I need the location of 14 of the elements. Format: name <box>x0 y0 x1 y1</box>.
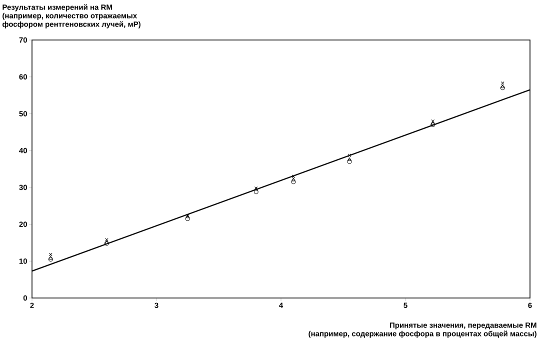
point <box>48 256 53 260</box>
point <box>430 122 436 128</box>
point <box>185 216 190 222</box>
point <box>430 121 435 125</box>
point <box>500 84 505 88</box>
point <box>49 252 52 256</box>
point <box>104 240 109 244</box>
point <box>291 178 296 182</box>
point <box>254 190 258 194</box>
point <box>292 174 296 178</box>
point <box>104 241 109 246</box>
point <box>500 81 504 85</box>
point <box>348 154 352 158</box>
point <box>347 158 352 162</box>
